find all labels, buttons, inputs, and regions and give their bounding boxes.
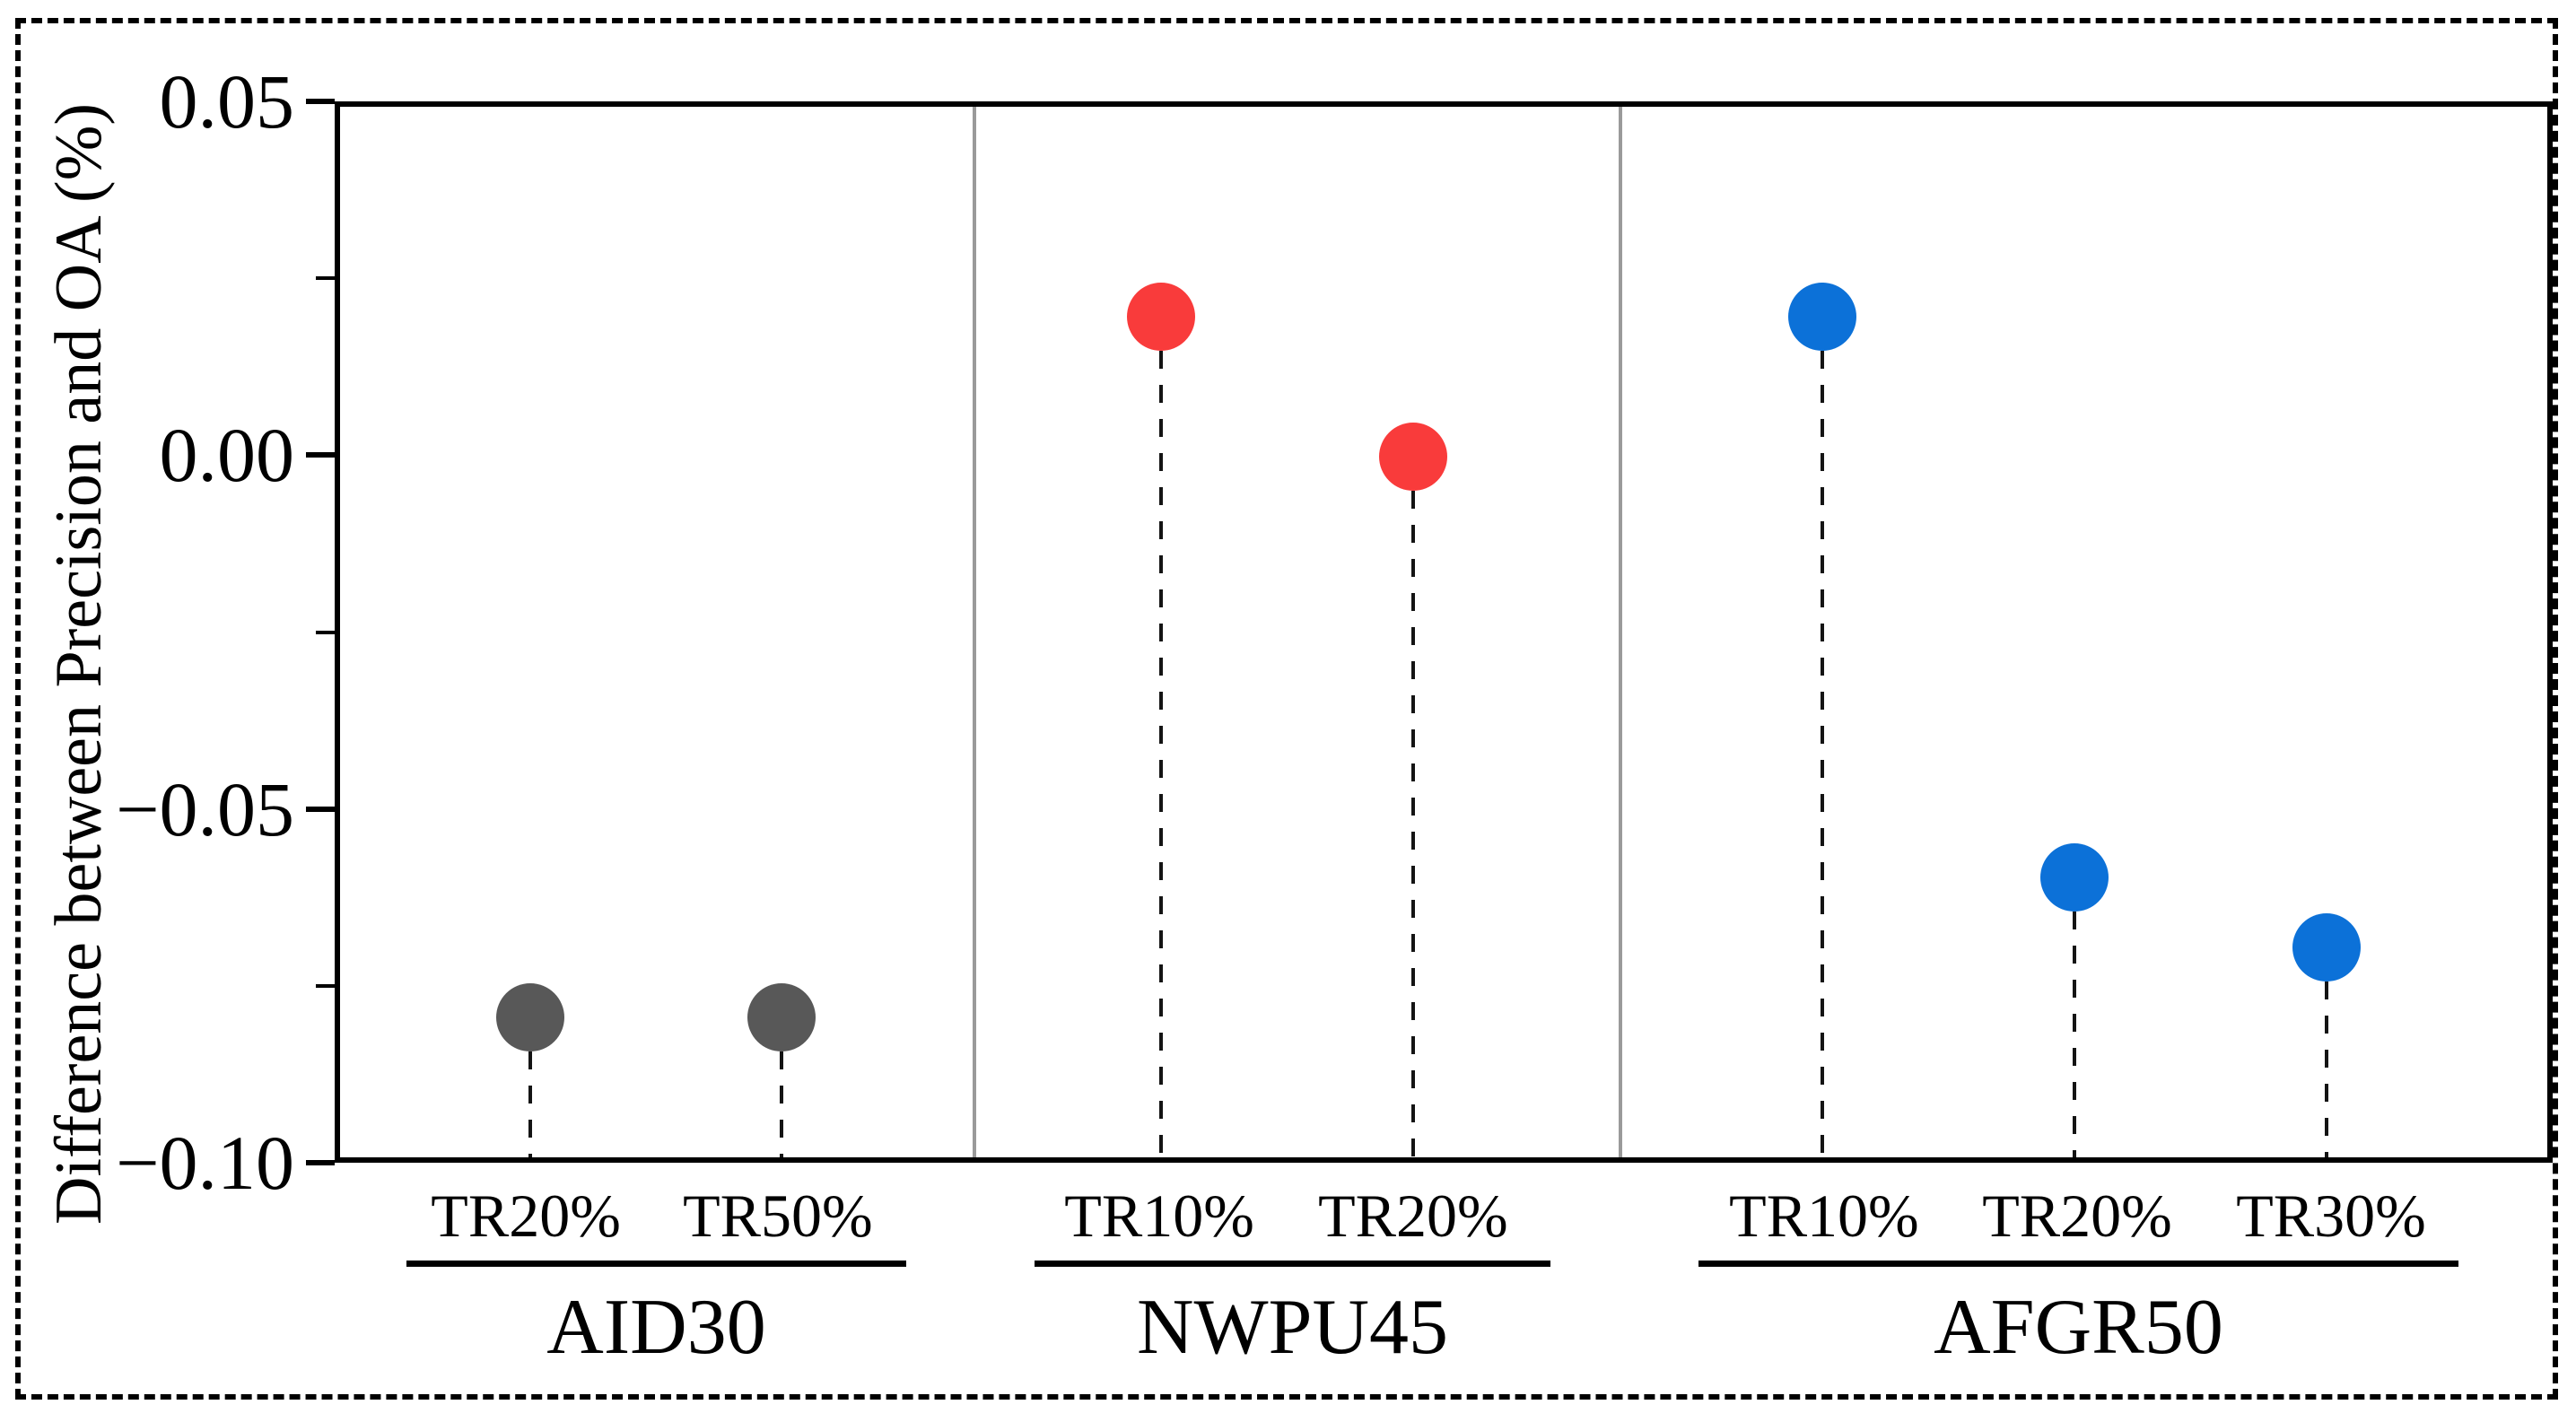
- x-tick-label: TR20%: [431, 1182, 621, 1250]
- data-point-marker: [1126, 283, 1195, 352]
- x-tick-label: TR10%: [1729, 1182, 1919, 1250]
- data-point-marker: [1787, 283, 1856, 352]
- x-tick-label: TR10%: [1064, 1182, 1254, 1250]
- y-tick-label: −0.10: [115, 1120, 294, 1206]
- y-axis-major-tick: [306, 99, 335, 104]
- data-point-marker: [2292, 912, 2362, 981]
- group-label: NWPU45: [1136, 1284, 1449, 1371]
- y-axis-minor-tick: [316, 276, 335, 281]
- stem-line: [779, 1016, 783, 1157]
- stem-line: [1411, 457, 1416, 1157]
- data-point-marker: [496, 982, 565, 1051]
- x-tick-label: TR30%: [2236, 1182, 2426, 1250]
- plot-area: [335, 101, 2553, 1163]
- group-underline: [1035, 1261, 1550, 1267]
- panel-separator-2: [1619, 107, 1623, 1157]
- panel-separator-1: [972, 107, 976, 1157]
- group-label: AFGR50: [1934, 1284, 2223, 1371]
- group-underline: [1698, 1261, 2458, 1267]
- x-tick-label: TR20%: [1982, 1182, 2172, 1250]
- y-tick-label: −0.05: [115, 765, 294, 852]
- figure-dashed-border: [15, 18, 2558, 1400]
- stem-line: [2072, 877, 2076, 1157]
- group-label: AID30: [546, 1284, 766, 1371]
- stem-line: [2325, 947, 2329, 1157]
- y-tick-label: 0.00: [159, 412, 295, 499]
- group-underline: [406, 1261, 906, 1267]
- data-point-marker: [1379, 423, 1448, 492]
- y-axis-major-tick: [306, 806, 335, 812]
- x-tick-label: TR50%: [683, 1182, 873, 1250]
- y-axis-minor-tick: [316, 983, 335, 988]
- y-axis-title: Difference between Precision and OA (%): [42, 103, 116, 1225]
- stem-line: [1820, 317, 1824, 1157]
- y-axis-major-tick: [306, 452, 335, 458]
- x-tick-label-row: TR20% TR50% TR10% TR20% TR10% TR20% TR30…: [335, 1180, 2553, 1252]
- x-tick-label: TR20%: [1318, 1182, 1508, 1250]
- y-axis-minor-tick: [316, 630, 335, 634]
- stem-line: [528, 1016, 533, 1157]
- data-point-marker: [2039, 842, 2109, 912]
- y-tick-label: 0.05: [159, 58, 295, 144]
- data-point-marker: [747, 982, 816, 1051]
- y-axis-major-tick: [306, 1160, 335, 1165]
- stem-line: [1158, 317, 1163, 1157]
